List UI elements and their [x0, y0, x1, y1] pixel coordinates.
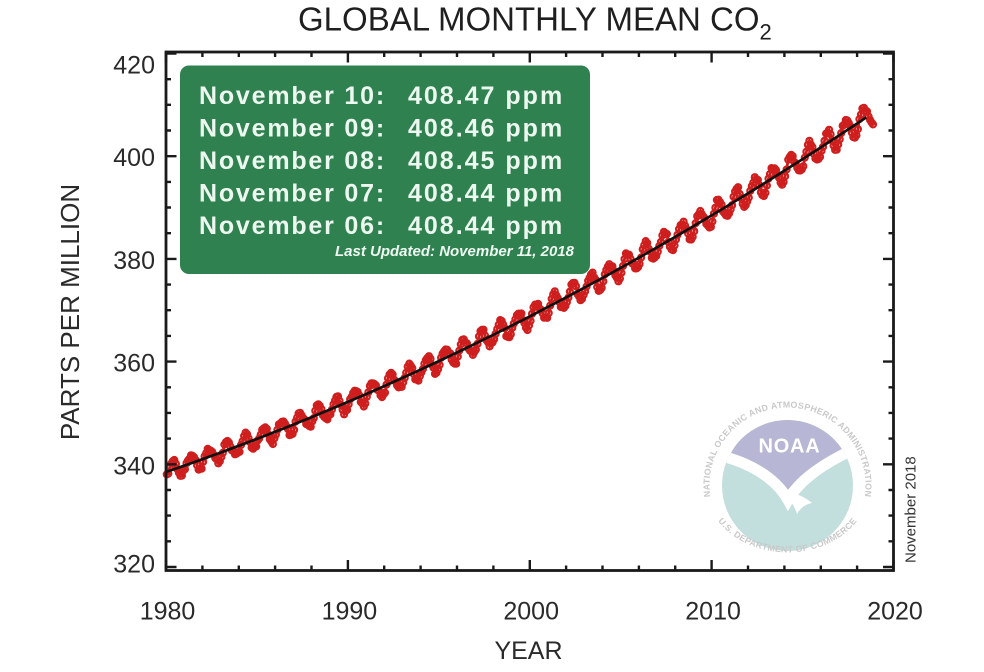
- svg-text:November 08:408.45 ppm: November 08: 408.45 ppm: [199, 147, 564, 175]
- svg-text:November 07:408.44 ppm: November 07: 408.44 ppm: [199, 180, 564, 208]
- svg-text:2010: 2010: [685, 598, 741, 626]
- svg-text:2020: 2020: [867, 598, 923, 626]
- svg-text:NOAA: NOAA: [758, 436, 820, 458]
- svg-text:420: 420: [113, 52, 155, 80]
- svg-text:1990: 1990: [322, 598, 378, 626]
- svg-text:340: 340: [113, 452, 155, 480]
- svg-text:YEAR: YEAR: [494, 637, 562, 665]
- svg-text:1980: 1980: [140, 598, 196, 626]
- svg-text:380: 380: [113, 247, 155, 275]
- svg-text:400: 400: [113, 144, 155, 172]
- svg-text:PARTS PER MILLION: PARTS PER MILLION: [55, 184, 85, 440]
- svg-text:November 10:408.47 ppm: November 10: 408.47 ppm: [199, 82, 564, 110]
- svg-text:November 06:408.44 ppm: November 06: 408.44 ppm: [199, 212, 564, 240]
- svg-text:November 09:408.46 ppm: November 09: 408.46 ppm: [199, 115, 564, 143]
- svg-text:320: 320: [113, 551, 155, 579]
- svg-text:Last Updated: November 11, 201: Last Updated: November 11, 2018: [335, 243, 575, 260]
- svg-text:360: 360: [113, 350, 155, 378]
- svg-text:2000: 2000: [503, 598, 559, 626]
- svg-text:GLOBAL MONTHLY MEAN CO2: GLOBAL MONTHLY MEAN CO2: [298, 1, 772, 45]
- svg-text:November 2018: November 2018: [903, 456, 920, 563]
